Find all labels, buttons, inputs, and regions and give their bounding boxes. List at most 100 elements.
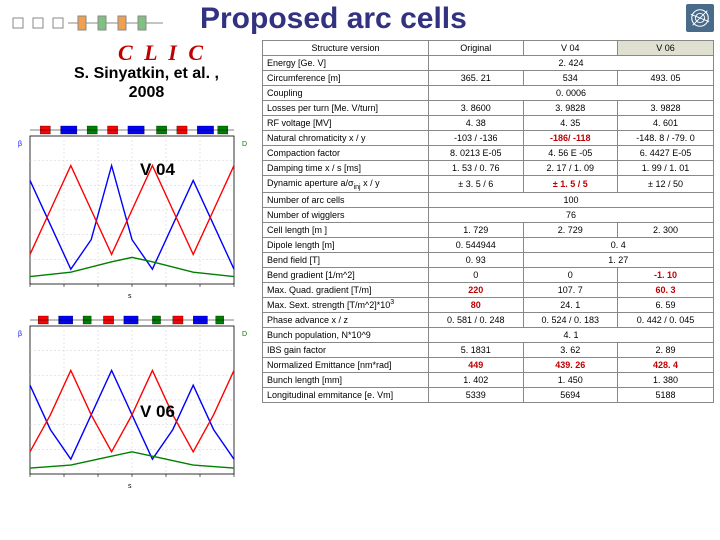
param-cell: IBS gain factor [263, 342, 429, 357]
table-row: Number of arc cells100 [263, 192, 714, 207]
lattice-schematic [8, 8, 168, 38]
value-cell: 3. 8600 [429, 101, 524, 116]
value-cell: 76 [429, 207, 714, 222]
author-line2: 2008 [129, 84, 165, 101]
value-cell: 0 [523, 267, 618, 282]
table-row: Damping time x / s [ms]1. 53 / 0. 762. 1… [263, 161, 714, 176]
value-cell: 2. 17 / 1. 09 [523, 161, 618, 176]
table-row: Cell length [m ]1. 7292. 7292. 300 [263, 222, 714, 237]
value-cell: 8. 0213 E-05 [429, 146, 524, 161]
page-title: Proposed arc cells [200, 2, 467, 36]
parameters-table: Structure versionOriginalV 04V 06 Energy… [262, 40, 714, 403]
value-cell: 0. 544944 [429, 237, 524, 252]
svg-text:s: s [128, 293, 132, 300]
value-cell: 1. 99 / 1. 01 [618, 161, 714, 176]
value-cell: 365. 21 [429, 71, 524, 86]
value-cell: 2. 300 [618, 222, 714, 237]
value-cell: 3. 62 [523, 342, 618, 357]
value-cell: 3. 9828 [523, 101, 618, 116]
value-cell: 4. 1 [429, 327, 714, 342]
author-text: S. Sinyatkin, et al. , 2008 [74, 64, 219, 102]
value-cell: 1. 450 [523, 372, 618, 387]
table-row: Longitudinal emmitance [e. Vm]5339569451… [263, 387, 714, 402]
table-row: RF voltage [MV]4. 384. 354. 601 [263, 116, 714, 131]
value-cell: 0. 524 / 0. 183 [523, 312, 618, 327]
param-header: Structure version [263, 41, 429, 56]
value-cell: 1. 380 [618, 372, 714, 387]
table-row: Max. Quad. gradient [T/m]220107. 760. 3 [263, 282, 714, 297]
value-cell: -1. 10 [618, 267, 714, 282]
col-header: V 04 [523, 41, 618, 56]
cern-logo [686, 4, 714, 32]
value-cell: -148. 8 / -79. 0 [618, 131, 714, 146]
value-cell: 0. 4 [523, 237, 713, 252]
value-cell: 0 [429, 267, 524, 282]
value-cell: 6. 59 [618, 297, 714, 312]
value-cell: -103 / -136 [429, 131, 524, 146]
value-cell: 1. 729 [429, 222, 524, 237]
value-cell: 449 [429, 357, 524, 372]
param-cell: Coupling [263, 86, 429, 101]
value-cell: 2. 729 [523, 222, 618, 237]
svg-text:β: β [18, 141, 22, 148]
value-cell: 439. 26 [523, 357, 618, 372]
value-cell: 428. 4 [618, 357, 714, 372]
table-row: Dynamic aperture a/σinj x / y± 3. 5 / 6±… [263, 176, 714, 193]
value-cell: 5339 [429, 387, 524, 402]
param-cell: Losses per turn [Me. V/turn] [263, 101, 429, 116]
param-cell: Bunch length [mm] [263, 372, 429, 387]
param-cell: Bunch population, N*10^9 [263, 327, 429, 342]
author-line1: S. Sinyatkin, et al. , [74, 65, 219, 82]
param-cell: Circumference [m] [263, 71, 429, 86]
value-cell: 4. 35 [523, 116, 618, 131]
value-cell: ± 1. 5 / 5 [523, 176, 618, 193]
param-cell: Bend field [T] [263, 252, 429, 267]
param-cell: Max. Quad. gradient [T/m] [263, 282, 429, 297]
param-cell: Damping time x / s [ms] [263, 161, 429, 176]
value-cell: 107. 7 [523, 282, 618, 297]
table-row: Normalized Emittance [nm*rad]449439. 264… [263, 357, 714, 372]
table-row: Bend gradient [1/m^2]00-1. 10 [263, 267, 714, 282]
param-cell: Energy [Ge. V] [263, 56, 429, 71]
table-row: Bend field [T]0. 931. 27 [263, 252, 714, 267]
table-row: Number of wigglers76 [263, 207, 714, 222]
param-cell: Normalized Emittance [nm*rad] [263, 357, 429, 372]
value-cell: ± 12 / 50 [618, 176, 714, 193]
col-header: V 06 [618, 41, 714, 56]
value-cell: 493. 05 [618, 71, 714, 86]
value-cell: 4. 56 E -05 [523, 146, 618, 161]
table-row: Circumference [m]365. 21534493. 05 [263, 71, 714, 86]
value-cell: 3. 9828 [618, 101, 714, 116]
table-row: Losses per turn [Me. V/turn]3. 86003. 98… [263, 101, 714, 116]
value-cell: 1. 402 [429, 372, 524, 387]
svg-text:s: s [128, 483, 132, 490]
value-cell: 5694 [523, 387, 618, 402]
value-cell: 100 [429, 192, 714, 207]
value-cell: 4. 38 [429, 116, 524, 131]
param-cell: Dynamic aperture a/σinj x / y [263, 176, 429, 193]
chart-v06-label: V 06 [140, 402, 175, 422]
col-header: Original [429, 41, 524, 56]
value-cell: ± 3. 5 / 6 [429, 176, 524, 193]
table-row: Max. Sext. strength [T/m^2]*1038024. 16.… [263, 297, 714, 312]
value-cell: 1. 27 [523, 252, 713, 267]
param-cell: Bend gradient [1/m^2] [263, 267, 429, 282]
table-row: Energy [Ge. V]2. 424 [263, 56, 714, 71]
param-cell: Max. Sext. strength [T/m^2]*103 [263, 297, 429, 312]
param-cell: Number of wigglers [263, 207, 429, 222]
svg-text:β: β [18, 331, 22, 338]
param-cell: RF voltage [MV] [263, 116, 429, 131]
table-row: Bunch population, N*10^94. 1 [263, 327, 714, 342]
table-row: Dipole length [m]0. 5449440. 4 [263, 237, 714, 252]
table-row: Phase advance x / z0. 581 / 0. 2480. 524… [263, 312, 714, 327]
svg-text:D: D [242, 141, 247, 148]
param-cell: Natural chromaticity x / y [263, 131, 429, 146]
table-row: Compaction factor8. 0213 E-054. 56 E -05… [263, 146, 714, 161]
value-cell: 0. 581 / 0. 248 [429, 312, 524, 327]
value-cell: 80 [429, 297, 524, 312]
value-cell: 0. 93 [429, 252, 524, 267]
param-cell: Longitudinal emmitance [e. Vm] [263, 387, 429, 402]
value-cell: -186/ -118 [523, 131, 618, 146]
chart-v04: β Ds [8, 118, 256, 302]
value-cell: 4. 601 [618, 116, 714, 131]
